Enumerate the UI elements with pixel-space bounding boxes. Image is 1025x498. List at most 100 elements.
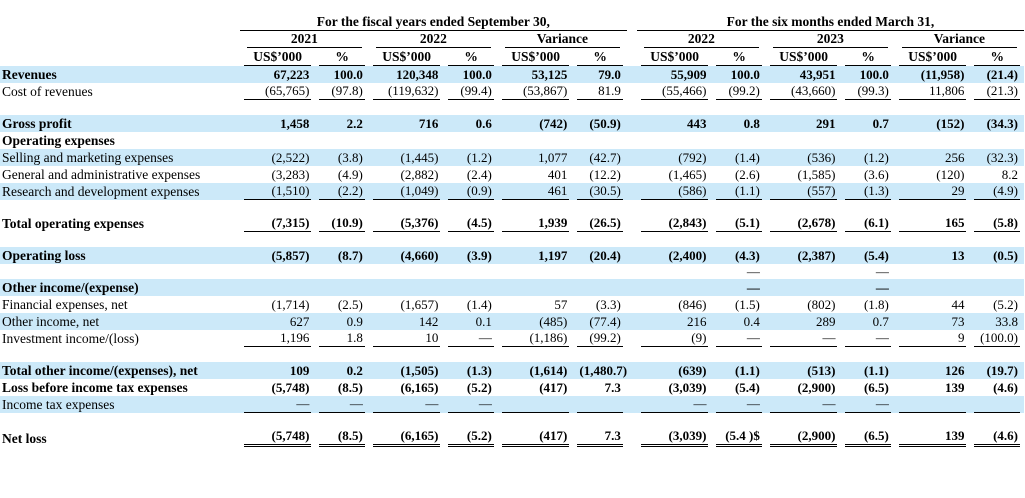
value-cell: 627 [240, 313, 316, 330]
value-cell: (2,900) [766, 379, 842, 396]
cell-value: (50.9) [589, 116, 621, 131]
cell-value: 0.6 [475, 116, 492, 131]
value-cell [895, 264, 971, 279]
cell-value: (97.8) [319, 83, 365, 100]
cell-value [974, 396, 1020, 413]
value-cell [895, 347, 971, 362]
cell-value [974, 265, 1020, 279]
value-cell: (5.4) [712, 379, 765, 396]
value-cell: 8.2 [970, 166, 1024, 183]
cell-value: (4.6) [993, 380, 1018, 395]
cell-value: (1,465) [668, 167, 707, 182]
cell-value [319, 280, 364, 296]
table-row: Gross profit 1,458 2.2 716 0.6 (742) (50.9) 443… [0, 115, 1024, 132]
value-cell: (99.3) [841, 83, 894, 100]
section-gap [627, 313, 637, 330]
cell-value: (20.4) [589, 248, 621, 263]
cell-value: (2,522) [271, 150, 310, 165]
cell-value: (3.3) [595, 297, 621, 312]
cell-value [770, 233, 838, 247]
row-label [0, 232, 240, 247]
value-cell: 13 [895, 247, 971, 264]
value-cell [444, 132, 497, 149]
value-cell [498, 264, 574, 279]
value-cell [766, 100, 842, 115]
table-body: Revenues 67,223 100.0 120,348 100.0 53,125 79.… [0, 66, 1024, 447]
row-label: Revenues [2, 67, 57, 82]
value-cell: (1,480.7) [573, 362, 626, 379]
cell-value: (3.9) [466, 248, 492, 263]
cell-value: (8.5) [337, 380, 363, 395]
value-cell: (65,765) [240, 83, 316, 100]
unit-header: US$’000 [637, 48, 713, 66]
value-cell: (99.2) [712, 83, 765, 100]
cell-value: — [875, 264, 889, 279]
value-cell: (742) [498, 115, 574, 132]
value-cell: (8.5) [315, 379, 368, 396]
cell-value [502, 280, 570, 296]
cell-value: (3,039) [640, 428, 709, 447]
value-cell [498, 279, 574, 296]
value-cell [240, 279, 316, 296]
value-cell [573, 413, 626, 428]
cell-value [502, 233, 570, 247]
cell-value [448, 265, 493, 279]
section-gap [627, 413, 637, 428]
cell-value: (2,900) [797, 380, 836, 395]
value-cell: (5.1) [712, 215, 765, 232]
value-cell: (30.5) [573, 183, 626, 200]
value-cell: (100.0) [970, 330, 1024, 347]
cell-value: 43,951 [799, 67, 836, 82]
cell-value [373, 414, 441, 428]
value-cell [637, 200, 713, 215]
table-row: General and administrative expenses (3,28… [0, 166, 1024, 183]
cell-value: 79.0 [598, 67, 621, 82]
value-cell: (50.9) [573, 115, 626, 132]
value-cell [573, 279, 626, 296]
cell-value: 461 [501, 183, 570, 200]
value-cell: (557) [766, 183, 842, 200]
value-cell: (1,049) [369, 183, 445, 200]
cell-value [716, 101, 761, 115]
period-label: Variance [504, 31, 620, 48]
value-cell [573, 232, 626, 247]
value-cell: (417) [498, 379, 574, 396]
cell-value: 443 [686, 116, 707, 131]
cell-value: (639) [678, 363, 707, 378]
cell-value: (30.5) [577, 183, 623, 200]
cell-value: 100.0 [730, 67, 760, 82]
value-cell: 165 [895, 215, 971, 232]
cell-value [974, 348, 1020, 362]
fiscal-years-group-header: For the fiscal years ended September 30, [239, 11, 627, 31]
value-cell: (5.2) [970, 296, 1024, 313]
value-cell: — [712, 330, 765, 347]
cell-value [244, 133, 312, 149]
cell-value: (2,400) [668, 248, 707, 263]
value-cell: (26.5) [573, 215, 626, 232]
cell-value [845, 414, 890, 428]
row-label [0, 413, 240, 428]
cell-value [974, 280, 1020, 296]
row-label: Income tax expenses [2, 397, 115, 412]
cell-value [899, 348, 967, 362]
cell-value [502, 348, 570, 362]
value-cell: 139 [895, 428, 971, 447]
value-cell [637, 132, 713, 149]
value-cell: 0.9 [315, 313, 368, 330]
value-cell [240, 413, 316, 428]
cell-value: — [746, 280, 760, 295]
cell-value: 142 [418, 314, 439, 329]
value-cell [573, 100, 626, 115]
value-cell: — [369, 396, 445, 413]
unit-header: US$’000 [240, 48, 316, 66]
value-cell [970, 413, 1024, 428]
percent-header: % [970, 48, 1024, 66]
value-cell: (1,510) [240, 183, 316, 200]
cell-value: (1.1) [716, 183, 762, 200]
value-cell: 0.1 [444, 313, 497, 330]
cell-value: (4.3) [734, 248, 760, 263]
value-cell: (21.4) [970, 66, 1024, 83]
cell-value [319, 348, 364, 362]
value-cell: (846) [637, 296, 713, 313]
value-cell [498, 232, 574, 247]
